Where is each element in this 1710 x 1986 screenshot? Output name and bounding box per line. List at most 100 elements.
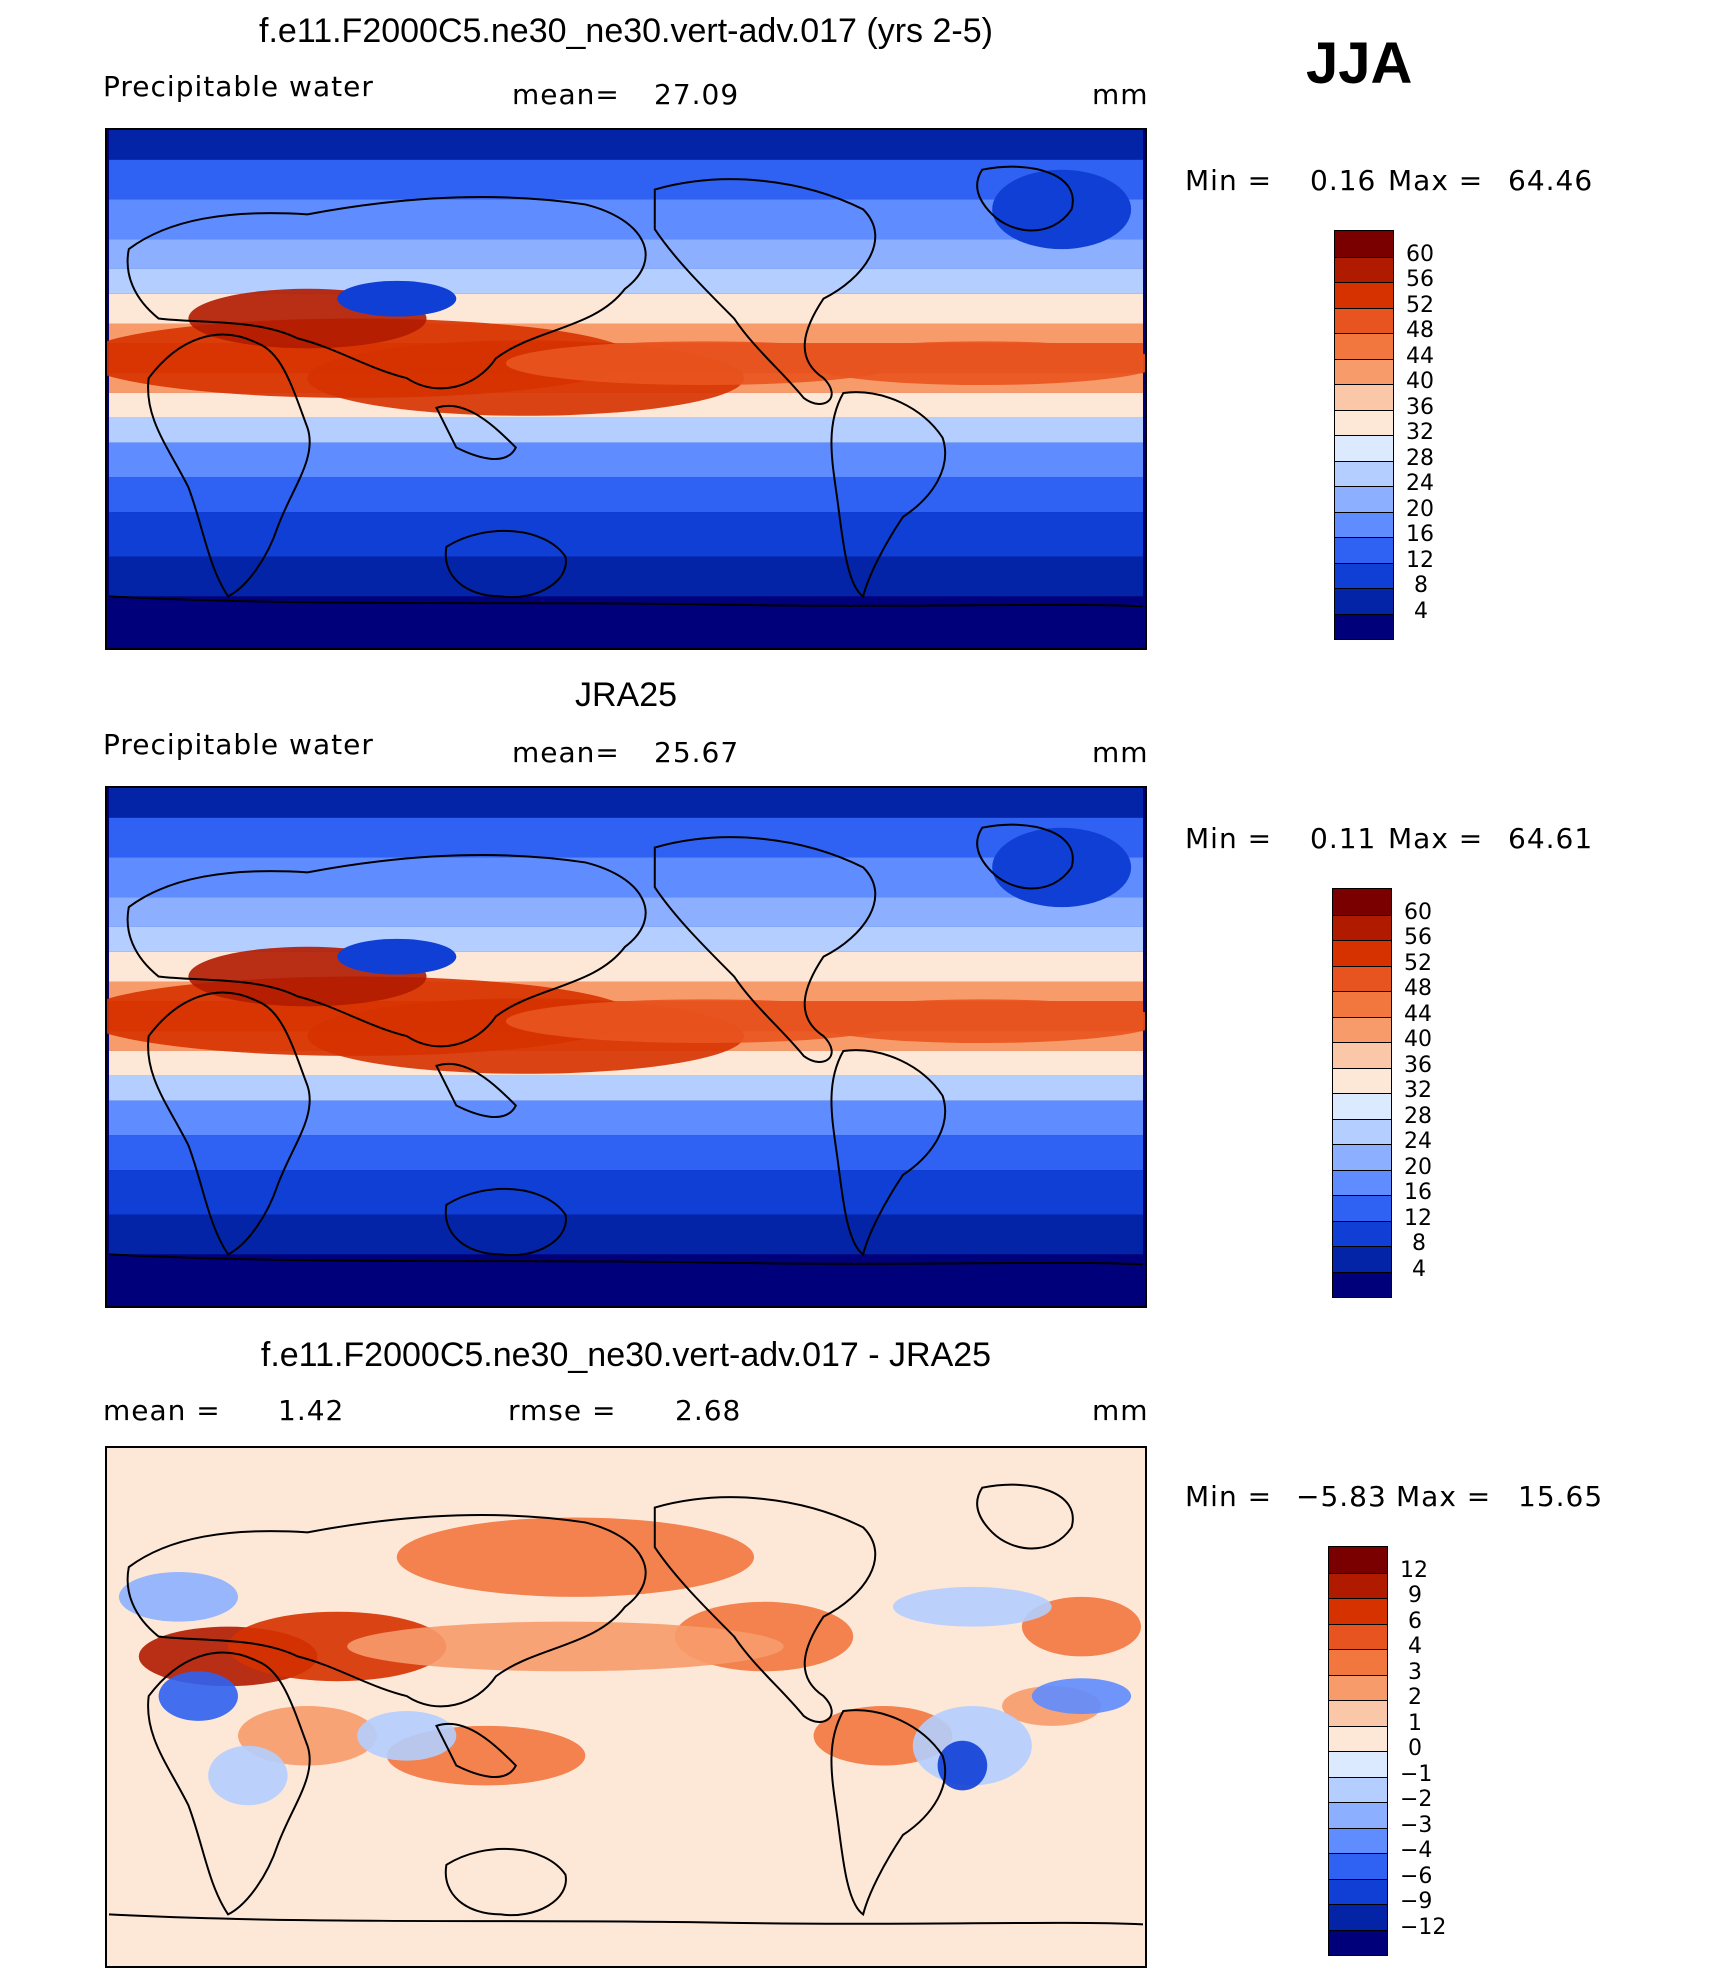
colorbar-box bbox=[1333, 940, 1391, 966]
pw-band bbox=[108, 477, 1144, 513]
coastline bbox=[435, 1063, 518, 1118]
pw-band bbox=[108, 199, 1144, 240]
colorbar-tick-label: 0 bbox=[1408, 1736, 1422, 1761]
pw-band bbox=[108, 857, 1144, 898]
panel-3-units: mm bbox=[1092, 1394, 1149, 1427]
diff-negative-blob bbox=[892, 1586, 1052, 1627]
colorbar-tick-label: 60 bbox=[1406, 241, 1434, 267]
colorbar-box bbox=[1333, 1220, 1391, 1246]
colorbar-box bbox=[1329, 1878, 1387, 1904]
panel-3-rmse-value: 2.68 bbox=[675, 1394, 742, 1427]
colorbar-box bbox=[1329, 1598, 1387, 1624]
colorbar-tick-label: 60 bbox=[1404, 899, 1432, 925]
colorbar-tick-label: 48 bbox=[1404, 976, 1432, 1001]
colorbar-box bbox=[1333, 965, 1391, 991]
pw-band bbox=[108, 897, 1144, 927]
panel-2-mean-value: 25.67 bbox=[654, 736, 740, 769]
diff-negative-blob bbox=[357, 1710, 457, 1761]
colorbar-tick-label: 4 bbox=[1412, 1256, 1426, 1282]
coastline bbox=[108, 1913, 1144, 1926]
colorbar-tick-label: −3 bbox=[1400, 1812, 1433, 1838]
colorbar-tick-label: 32 bbox=[1404, 1078, 1432, 1103]
colorbar-tick-label: 16 bbox=[1406, 522, 1434, 547]
colorbar-tick-label: −12 bbox=[1400, 1914, 1447, 1940]
pw-blob bbox=[803, 999, 1145, 1044]
colorbar-box bbox=[1335, 460, 1393, 486]
coastline bbox=[830, 1709, 947, 1917]
panel-2-map bbox=[105, 786, 1147, 1308]
colorbar-tick-label: 24 bbox=[1404, 1129, 1432, 1154]
pw-band bbox=[108, 1100, 1144, 1136]
coastline bbox=[147, 333, 311, 598]
colorbar-box bbox=[1333, 1169, 1391, 1195]
pw-band bbox=[108, 268, 1144, 294]
diff-positive-blob bbox=[1021, 1596, 1142, 1657]
colorbar-tick-label: 48 bbox=[1406, 318, 1434, 343]
colorbar-box bbox=[1329, 1929, 1387, 1955]
colorbar-tick-label: 12 bbox=[1404, 1205, 1432, 1231]
pw-band bbox=[108, 788, 1144, 818]
panel-2-units: mm bbox=[1092, 736, 1149, 769]
panel-1-mean-value: 27.09 bbox=[654, 78, 740, 111]
colorbar-tick-label: 56 bbox=[1406, 267, 1434, 292]
diff-positive-blob bbox=[237, 1706, 377, 1766]
colorbar-box bbox=[1333, 889, 1391, 915]
coastline bbox=[444, 529, 567, 599]
colorbar-box bbox=[1333, 1144, 1391, 1170]
colorbar-tick-label: −4 bbox=[1400, 1838, 1433, 1863]
colorbar-box bbox=[1335, 231, 1393, 257]
colorbar-box bbox=[1329, 1674, 1387, 1700]
panel-1-max-value: 64.46 bbox=[1508, 164, 1594, 197]
colorbar-box bbox=[1329, 1623, 1387, 1649]
panel-1-map bbox=[105, 128, 1147, 650]
colorbar-box bbox=[1333, 1067, 1391, 1093]
panel-3-map bbox=[105, 1446, 1147, 1968]
coastline bbox=[126, 196, 647, 390]
colorbar-box bbox=[1333, 1195, 1391, 1221]
coastline bbox=[976, 823, 1074, 890]
colorbar-tick-label: −2 bbox=[1400, 1787, 1433, 1812]
pw-band bbox=[108, 1135, 1144, 1171]
colorbar-box bbox=[1335, 384, 1393, 410]
colorbar-tick-label: 36 bbox=[1404, 1052, 1432, 1078]
coastline bbox=[444, 1847, 567, 1917]
diff-positive-blob bbox=[396, 1517, 755, 1597]
colorbar-tick-label: 4 bbox=[1414, 598, 1428, 624]
colorbar-tick-label: 6 bbox=[1408, 1608, 1422, 1634]
colorbar-box bbox=[1329, 1776, 1387, 1802]
colorbar-tick-label: 52 bbox=[1404, 950, 1432, 976]
pw-band bbox=[108, 556, 1144, 597]
colorbar-tick-label: 44 bbox=[1406, 343, 1434, 369]
colorbar-tick-label: 28 bbox=[1406, 445, 1434, 471]
dry-blob bbox=[992, 169, 1132, 250]
diff-negative-blob bbox=[937, 1740, 988, 1791]
coastline bbox=[108, 1253, 1144, 1266]
coastline bbox=[147, 991, 311, 1256]
colorbar-tick-label: −1 bbox=[1400, 1761, 1433, 1787]
colorbar-box bbox=[1329, 1649, 1387, 1675]
panel-2-title: JRA25 bbox=[574, 676, 678, 714]
coastline bbox=[976, 1483, 1074, 1550]
colorbar-box bbox=[1335, 486, 1393, 512]
panel-3-mean-value: 1.42 bbox=[278, 1394, 345, 1427]
colorbar-box bbox=[1335, 256, 1393, 282]
panel-3-rmse-label: rmse = bbox=[508, 1394, 617, 1427]
colorbar-box bbox=[1333, 1042, 1391, 1068]
pw-band bbox=[108, 239, 1144, 269]
colorbar-tick-label: −6 bbox=[1400, 1863, 1433, 1889]
colorbar-box bbox=[1329, 1725, 1387, 1751]
colorbar-tick-label: 32 bbox=[1406, 420, 1434, 445]
pw-blob bbox=[505, 341, 903, 386]
diff-negative-blob bbox=[1031, 1678, 1132, 1714]
coastline bbox=[126, 854, 647, 1048]
panel-3-title: f.e11.F2000C5.ne30_ne30.vert-adv.017 - J… bbox=[260, 1336, 992, 1374]
colorbar-tick-label: 20 bbox=[1406, 496, 1434, 522]
colorbar-tick-label: 40 bbox=[1406, 369, 1434, 394]
panel-3-max-label: Max = bbox=[1396, 1480, 1492, 1513]
panel-2-max-label: Max = bbox=[1388, 822, 1484, 855]
coastline bbox=[830, 1049, 947, 1257]
coastline bbox=[653, 178, 877, 405]
panel-3-mean-label: mean = bbox=[103, 1394, 221, 1427]
panel-1-mean-label: mean= bbox=[512, 78, 620, 111]
colorbar-tick-label: 52 bbox=[1406, 292, 1434, 318]
